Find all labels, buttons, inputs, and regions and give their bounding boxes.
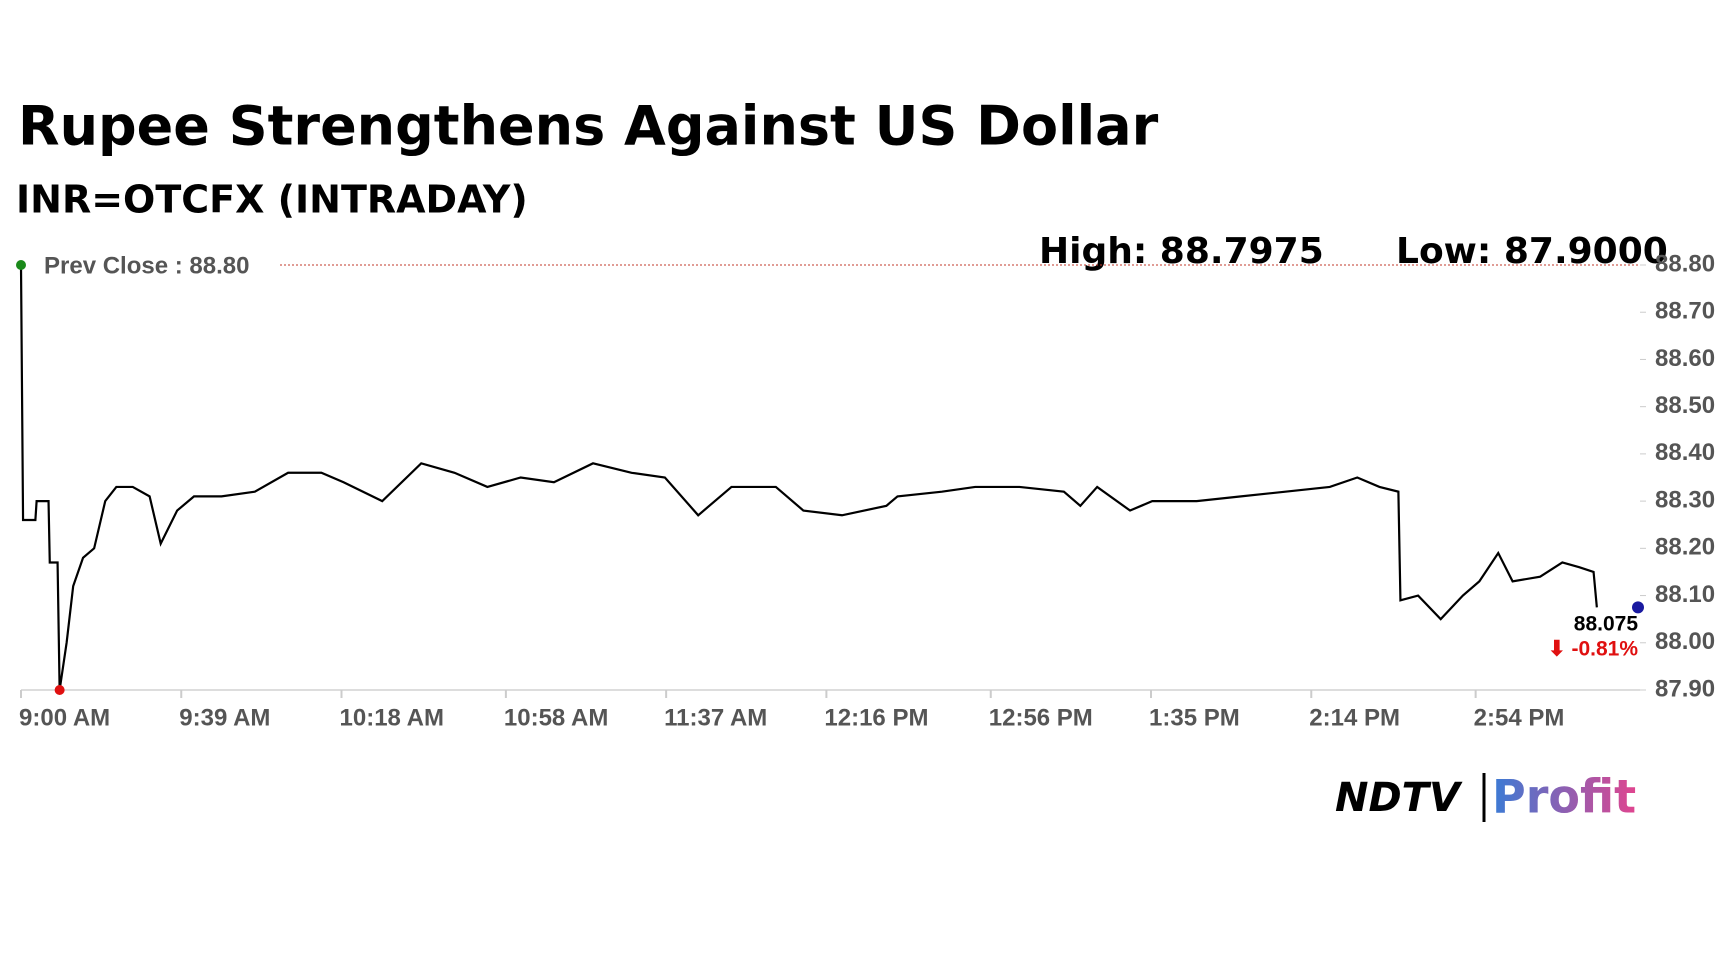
prev-close-label: Prev Close : 88.80	[44, 252, 249, 279]
y-tick-label: 88.80	[1655, 250, 1715, 277]
y-tick-label: 88.40	[1655, 439, 1715, 466]
low-dot	[54, 685, 65, 695]
y-tick-label: 88.00	[1655, 628, 1715, 655]
y-tick-label: 88.50	[1655, 392, 1715, 419]
y-tick-label: 88.60	[1655, 345, 1715, 372]
x-tick-label: 11:37 AM	[664, 704, 767, 731]
chart-subtitle: INR=OTCFX (INTRADAY)	[16, 178, 528, 222]
x-tick-label: 9:39 AM	[179, 704, 270, 731]
y-tick-label: 88.20	[1655, 534, 1715, 561]
last-dot	[1632, 601, 1644, 614]
last-value: 88.075	[1574, 613, 1639, 636]
open-dot	[16, 260, 26, 270]
x-tick-label: 1:35 PM	[1149, 704, 1240, 731]
x-tick-label: 10:58 AM	[504, 704, 608, 731]
x-tick-label: 2:54 PM	[1474, 704, 1565, 731]
x-tick-label: 12:16 PM	[824, 704, 928, 731]
logo-ndtv: NDTV	[1335, 775, 1463, 821]
x-tick-label: 2:14 PM	[1309, 704, 1400, 731]
high-label: High: 88.7975	[1039, 231, 1324, 272]
price-line	[19, 264, 1598, 691]
y-tick-label: 88.30	[1655, 486, 1715, 513]
x-tick-label: 12:56 PM	[989, 704, 1093, 731]
change: ⬇ -0.81%	[1548, 638, 1638, 661]
low-label: Low: 87.9000	[1396, 231, 1668, 272]
chart-title: Rupee Strengthens Against US Dollar	[18, 95, 1159, 158]
x-tick-label: 10:18 AM	[340, 704, 444, 731]
y-tick-label: 88.70	[1655, 298, 1715, 325]
y-tick-label: 87.90	[1655, 675, 1715, 702]
y-tick-label: 88.10	[1655, 581, 1715, 608]
x-tick-label: 9:00 AM	[19, 704, 110, 731]
logo-profit: Profit	[1492, 770, 1636, 824]
